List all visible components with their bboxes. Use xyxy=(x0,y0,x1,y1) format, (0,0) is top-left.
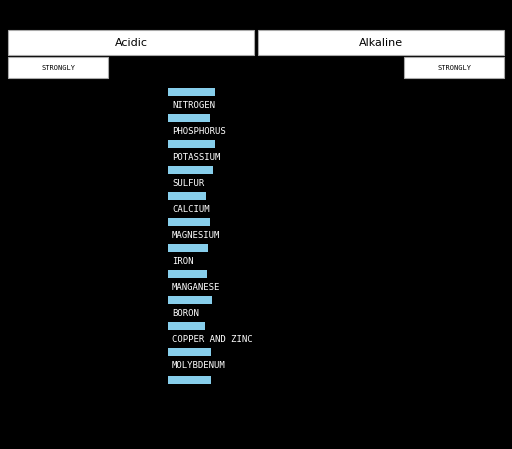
Text: STRONGLY: STRONGLY xyxy=(437,65,471,70)
Text: IRON: IRON xyxy=(172,256,194,265)
Text: MAGNESIUM: MAGNESIUM xyxy=(172,230,220,239)
FancyBboxPatch shape xyxy=(404,57,504,78)
FancyBboxPatch shape xyxy=(168,192,206,200)
FancyBboxPatch shape xyxy=(168,244,208,252)
FancyBboxPatch shape xyxy=(168,296,212,304)
FancyBboxPatch shape xyxy=(168,88,215,96)
Text: BORON: BORON xyxy=(172,308,199,317)
Text: Acidic: Acidic xyxy=(115,38,147,48)
Text: MANGANESE: MANGANESE xyxy=(172,282,220,291)
FancyBboxPatch shape xyxy=(168,166,213,174)
Text: CALCIUM: CALCIUM xyxy=(172,204,209,214)
FancyBboxPatch shape xyxy=(168,218,210,226)
Text: SULFUR: SULFUR xyxy=(172,179,204,188)
Text: STRONGLY: STRONGLY xyxy=(41,65,75,70)
Text: Alkaline: Alkaline xyxy=(359,38,403,48)
Text: POTASSIUM: POTASSIUM xyxy=(172,153,220,162)
FancyBboxPatch shape xyxy=(168,140,215,148)
FancyBboxPatch shape xyxy=(258,30,504,55)
Text: NITROGEN: NITROGEN xyxy=(172,101,215,110)
FancyBboxPatch shape xyxy=(168,348,211,356)
FancyBboxPatch shape xyxy=(168,114,210,122)
FancyBboxPatch shape xyxy=(8,57,108,78)
Text: MOLYBDENUM: MOLYBDENUM xyxy=(172,361,226,370)
FancyBboxPatch shape xyxy=(168,322,205,330)
FancyBboxPatch shape xyxy=(8,30,254,55)
FancyBboxPatch shape xyxy=(168,376,211,384)
FancyBboxPatch shape xyxy=(168,270,207,278)
Text: PHOSPHORUS: PHOSPHORUS xyxy=(172,127,226,136)
Text: COPPER AND ZINC: COPPER AND ZINC xyxy=(172,335,252,343)
